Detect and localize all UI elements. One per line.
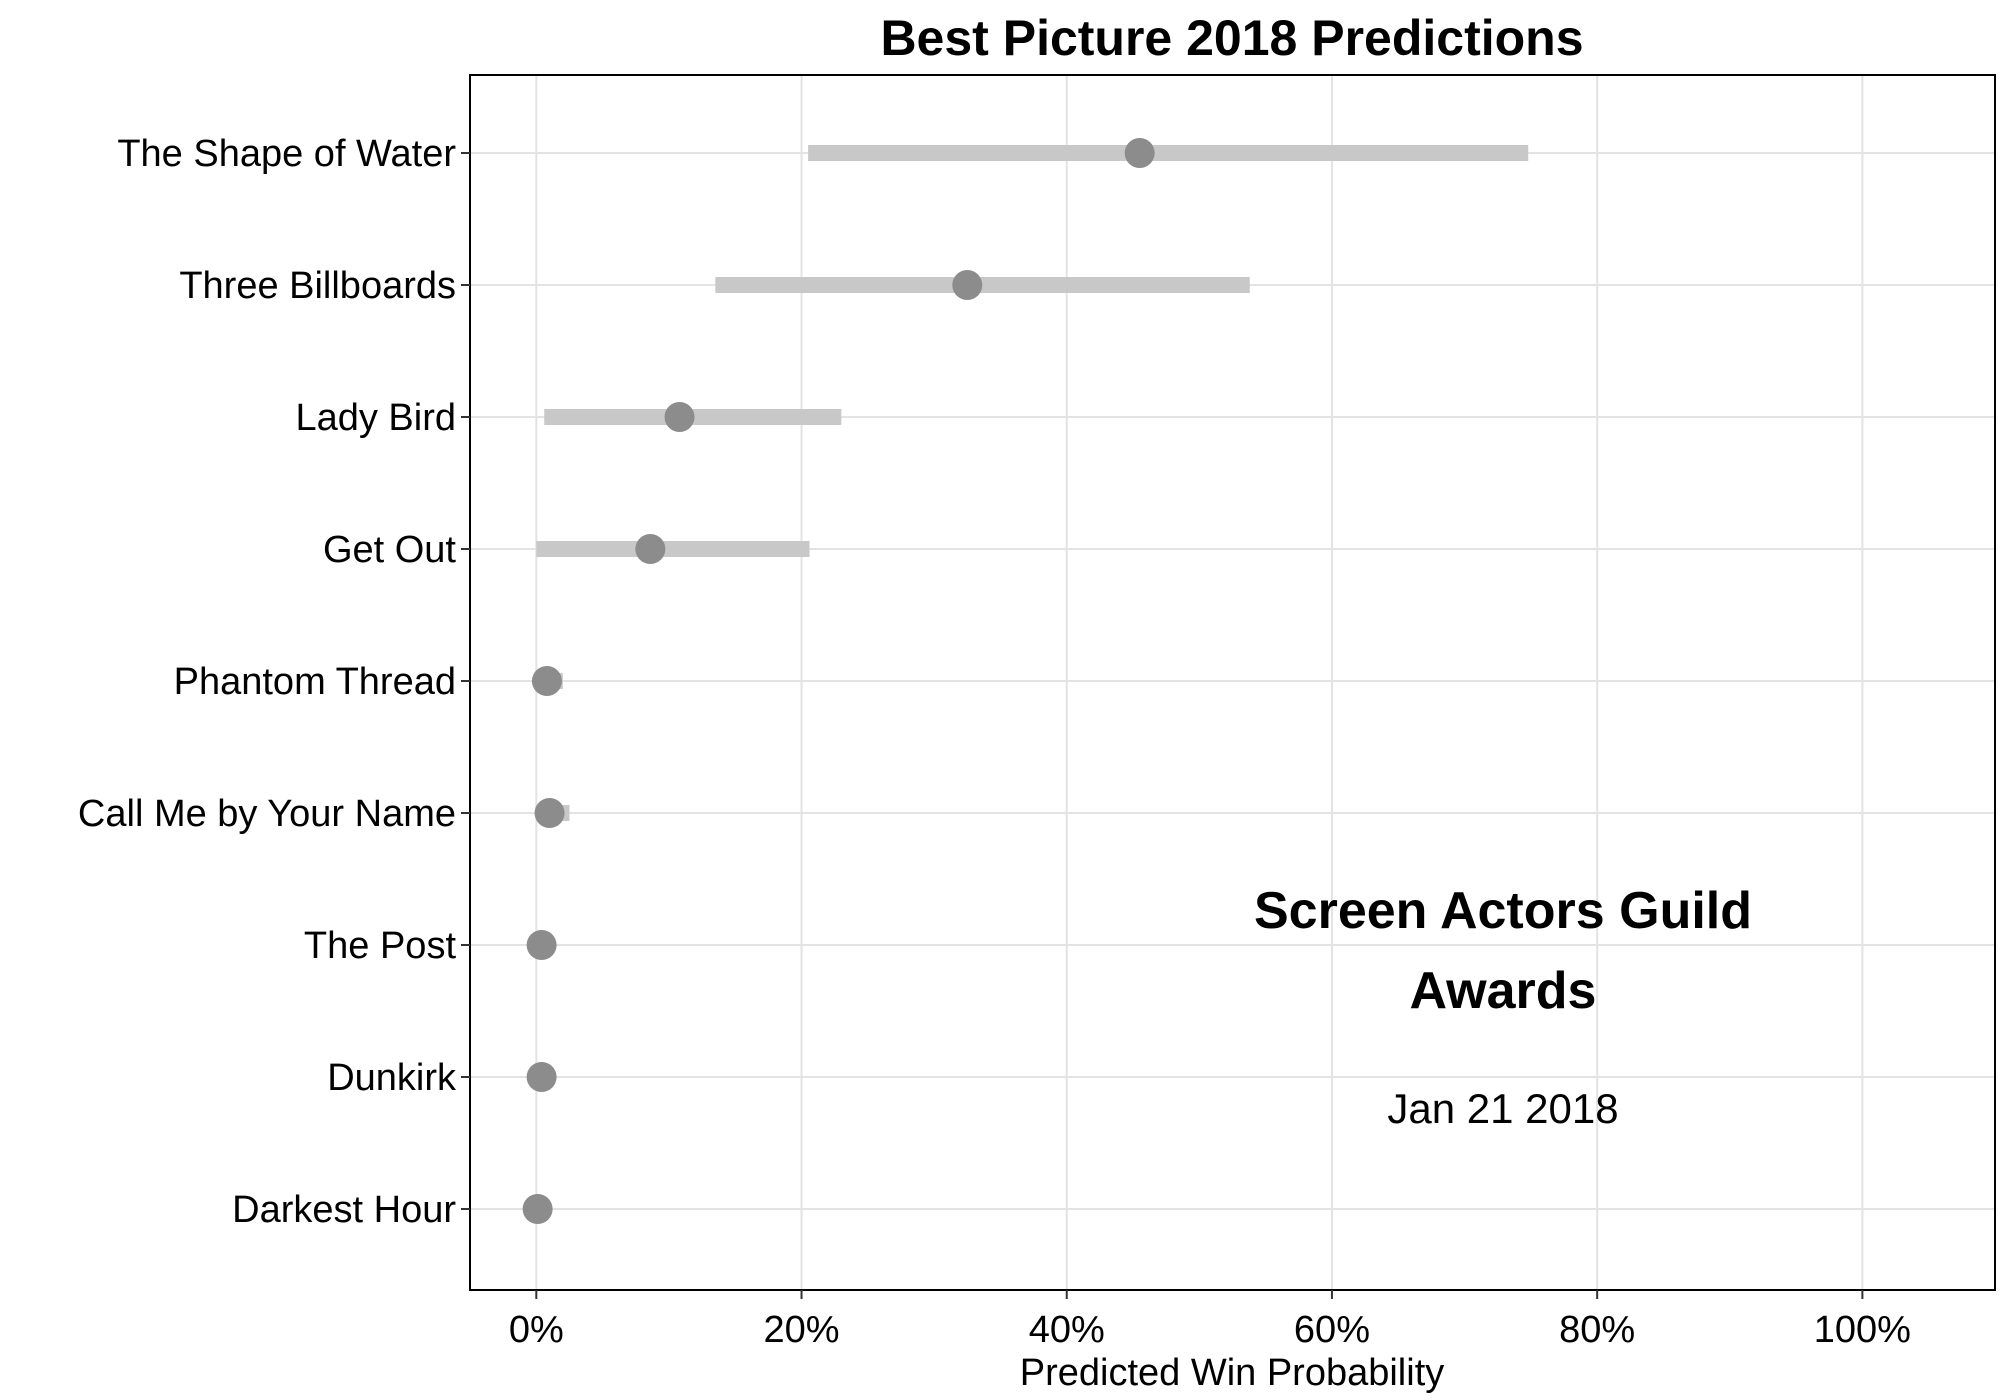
- y-tick-label: Lady Bird: [295, 397, 456, 439]
- estimate-point: [1124, 138, 1155, 168]
- x-tick-label: 100%: [1814, 1309, 1911, 1351]
- y-tick-label: Three Billboards: [179, 265, 456, 307]
- y-tick-label: The Post: [304, 925, 457, 967]
- estimate-point: [531, 666, 562, 696]
- estimate-point: [664, 402, 695, 432]
- interval-bar: [808, 145, 1529, 161]
- annotation-date: Jan 21 2018: [1387, 1085, 1618, 1132]
- x-tick-label: 80%: [1559, 1309, 1635, 1351]
- estimate-point: [522, 1194, 553, 1224]
- estimate-point: [526, 1062, 557, 1092]
- y-tick-label: Phantom Thread: [174, 661, 456, 703]
- y-tick-label: Get Out: [323, 529, 456, 571]
- panel-border: [469, 74, 1996, 1291]
- x-tick-label: 20%: [763, 1309, 839, 1351]
- y-tick-label: Darkest Hour: [232, 1189, 456, 1231]
- x-axis-title: Predicted Win Probability: [1020, 1352, 1445, 1394]
- x-tick-label: 60%: [1294, 1309, 1370, 1351]
- estimate-point: [534, 798, 565, 828]
- x-tick-label: 0%: [509, 1309, 564, 1351]
- y-tick-label: Dunkirk: [327, 1057, 457, 1099]
- annotation-title-line2: Awards: [1410, 962, 1597, 1020]
- y-tick-label: The Shape of Water: [117, 133, 456, 175]
- x-axis: 0% 20% 40% 60% 80% 100%: [509, 1290, 1911, 1351]
- estimate-point: [635, 534, 666, 564]
- interval-bar: [715, 277, 1250, 293]
- y-axis: The Shape of Water Three Billboards Lady B…: [78, 133, 470, 1231]
- y-tick-label: Call Me by Your Name: [78, 793, 456, 835]
- estimate-point: [526, 930, 557, 960]
- chart-title: Best Picture 2018 Predictions: [880, 10, 1583, 66]
- annotation-title-line1: Screen Actors Guild: [1254, 882, 1752, 940]
- x-tick-label: 40%: [1029, 1309, 1105, 1351]
- point-layer: [522, 138, 1155, 1224]
- estimate-point: [952, 270, 983, 300]
- interval-bar: [536, 541, 810, 557]
